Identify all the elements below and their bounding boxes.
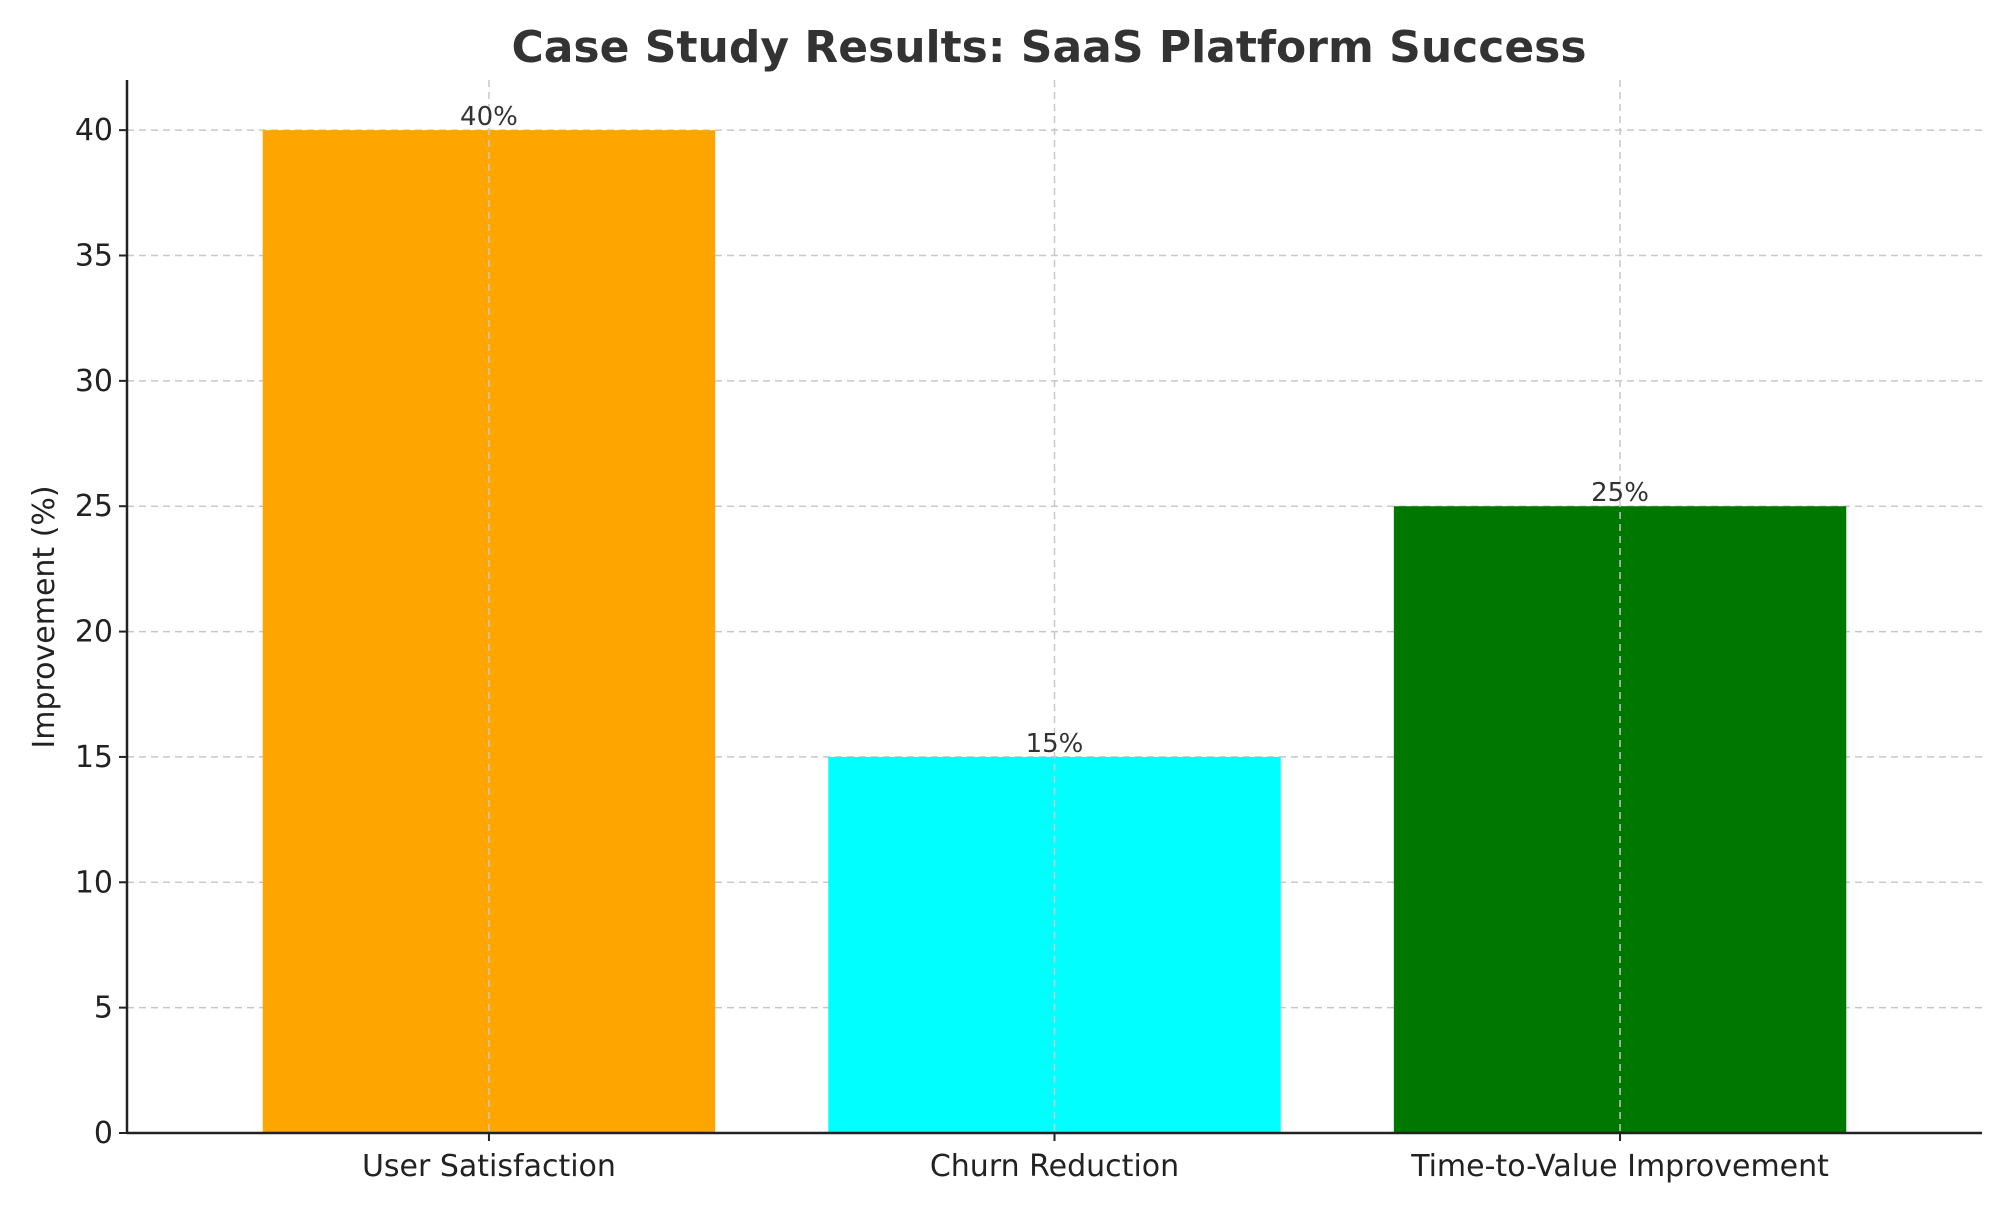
bar-value-label: 25% (1591, 478, 1649, 508)
y-tick-label: 20 (75, 615, 113, 650)
y-tick-label: 35 (75, 239, 113, 274)
y-tick-label: 25 (75, 489, 113, 524)
chart-title: Case Study Results: SaaS Platform Succes… (511, 22, 1586, 73)
labels: 0 5 10 15 20 25 30 35 40 40% User Satisfaction 15% C… (75, 102, 1829, 1184)
x-tick-label: Time-to-Value Improvement (1410, 1149, 1829, 1184)
bar-value-label: 40% (460, 102, 518, 132)
y-tick-label: 15 (75, 740, 113, 775)
y-tick-label: 10 (75, 865, 113, 900)
y-axis-label: Improvement (%) (27, 485, 62, 748)
y-tick-label: 40 (75, 113, 113, 148)
vertical-grid (488, 80, 1621, 1133)
bar-value-label: 15% (1026, 729, 1084, 759)
axes (119, 80, 1982, 1141)
x-tick-label: User Satisfaction (362, 1149, 616, 1184)
y-tick-label: 0 (94, 1116, 113, 1151)
x-tick-label: Churn Reduction (930, 1149, 1179, 1184)
y-tick-label: 30 (75, 364, 113, 399)
y-tick-label: 5 (94, 991, 113, 1026)
